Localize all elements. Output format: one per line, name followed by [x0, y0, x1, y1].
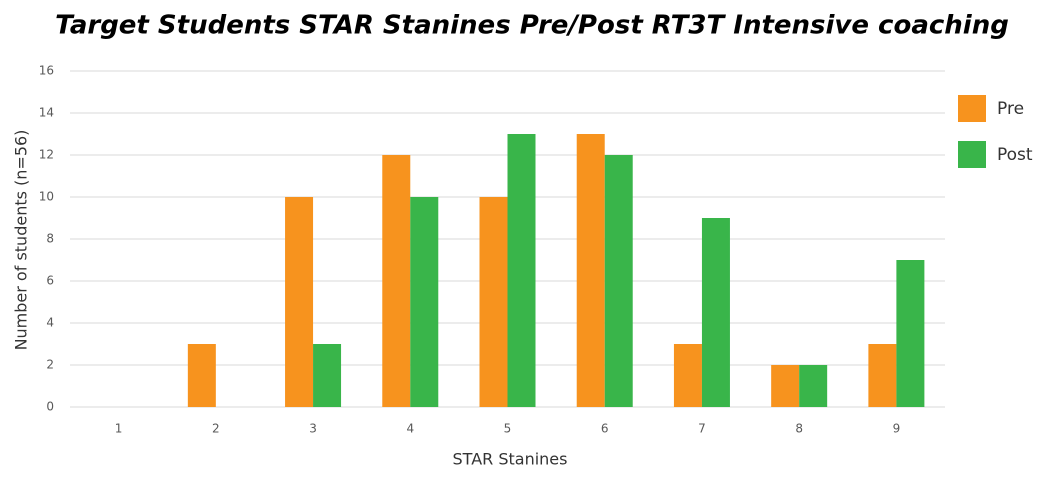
x-tick-label: 6 — [601, 422, 609, 436]
x-tick-label: 3 — [309, 422, 317, 436]
bar — [896, 260, 925, 407]
y-axis-title: Number of students (n=56) — [12, 130, 31, 351]
bar — [479, 197, 508, 407]
y-tick-label: 2 — [46, 358, 54, 372]
bar — [576, 134, 605, 407]
bar — [285, 197, 314, 407]
bar — [604, 155, 633, 407]
bar — [673, 344, 702, 407]
y-tick-label: 10 — [39, 190, 54, 204]
x-tick-label: 5 — [504, 422, 512, 436]
x-tick-label: 7 — [698, 422, 706, 436]
y-tick-label: 14 — [39, 106, 54, 120]
y-tick-label: 6 — [46, 274, 54, 288]
bar — [382, 155, 411, 407]
bar — [701, 218, 730, 407]
y-tick-label: 16 — [39, 64, 54, 78]
legend-swatch — [958, 141, 986, 168]
bar — [771, 365, 800, 407]
bar — [313, 344, 342, 407]
y-tick-label: 4 — [46, 316, 54, 330]
bar — [868, 344, 897, 407]
x-tick-label: 8 — [795, 422, 803, 436]
y-tick-label: 8 — [46, 232, 54, 246]
x-tick-label: 1 — [115, 422, 123, 436]
bar — [187, 344, 216, 407]
legend-swatch — [958, 95, 986, 122]
x-tick-label: 2 — [212, 422, 220, 436]
bar — [507, 134, 536, 407]
x-tick-label: 4 — [406, 422, 414, 436]
y-tick-label: 12 — [39, 148, 54, 162]
bar — [799, 365, 828, 407]
bar — [410, 197, 439, 407]
chart-title: Target Students STAR Stanines Pre/Post R… — [55, 11, 1009, 41]
x-axis-title: STAR Stanines — [453, 450, 568, 469]
x-tick-label: 9 — [893, 422, 901, 436]
legend-label: Post — [997, 145, 1033, 165]
legend-label: Pre — [997, 99, 1024, 119]
y-tick-label: 0 — [46, 400, 54, 414]
